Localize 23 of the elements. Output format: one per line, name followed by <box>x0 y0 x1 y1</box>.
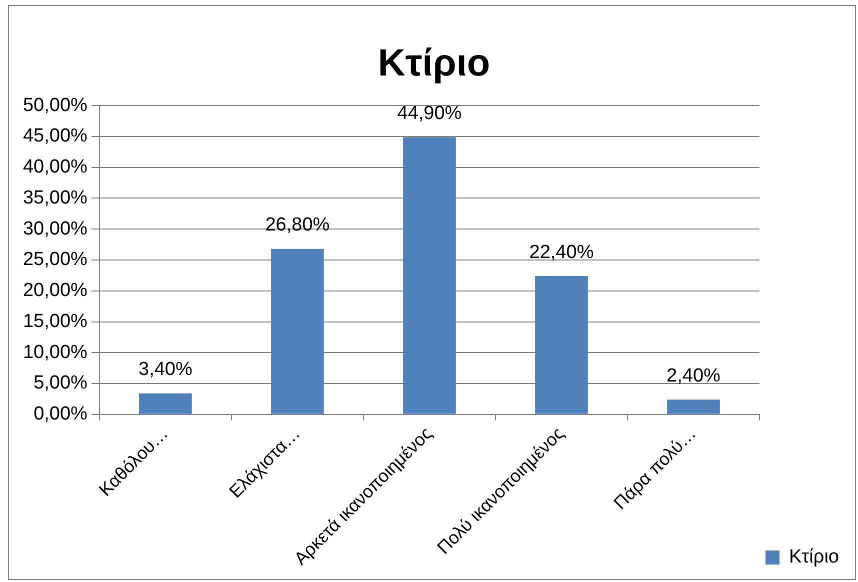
bar <box>139 393 192 414</box>
bar <box>403 137 456 414</box>
bar <box>271 248 324 414</box>
data-label: 22,40% <box>529 242 594 263</box>
data-label: 26,80% <box>265 214 330 236</box>
y-tick-label: 0,00% <box>34 404 88 425</box>
bar <box>667 400 720 414</box>
y-tick-label: 45,00% <box>22 126 88 147</box>
data-label: 44,90% <box>397 102 462 124</box>
data-label: 3,40% <box>138 359 192 380</box>
y-tick-label: 15,00% <box>22 310 88 332</box>
y-tick-label: 25,00% <box>22 249 88 270</box>
y-tick-label: 5,00% <box>34 372 88 394</box>
legend-label: Κτίριο <box>789 546 840 568</box>
chart-title: Κτίριο <box>378 42 490 84</box>
data-label: 2,40% <box>666 365 721 386</box>
y-tick-label: 50,00% <box>22 94 88 116</box>
bar <box>535 276 588 414</box>
y-tick-label: 30,00% <box>22 218 88 240</box>
y-tick-label: 20,00% <box>22 280 88 302</box>
y-tick-label: 10,00% <box>22 342 88 363</box>
y-tick-label: 35,00% <box>22 187 88 208</box>
y-tick-label: 40,00% <box>22 156 88 178</box>
